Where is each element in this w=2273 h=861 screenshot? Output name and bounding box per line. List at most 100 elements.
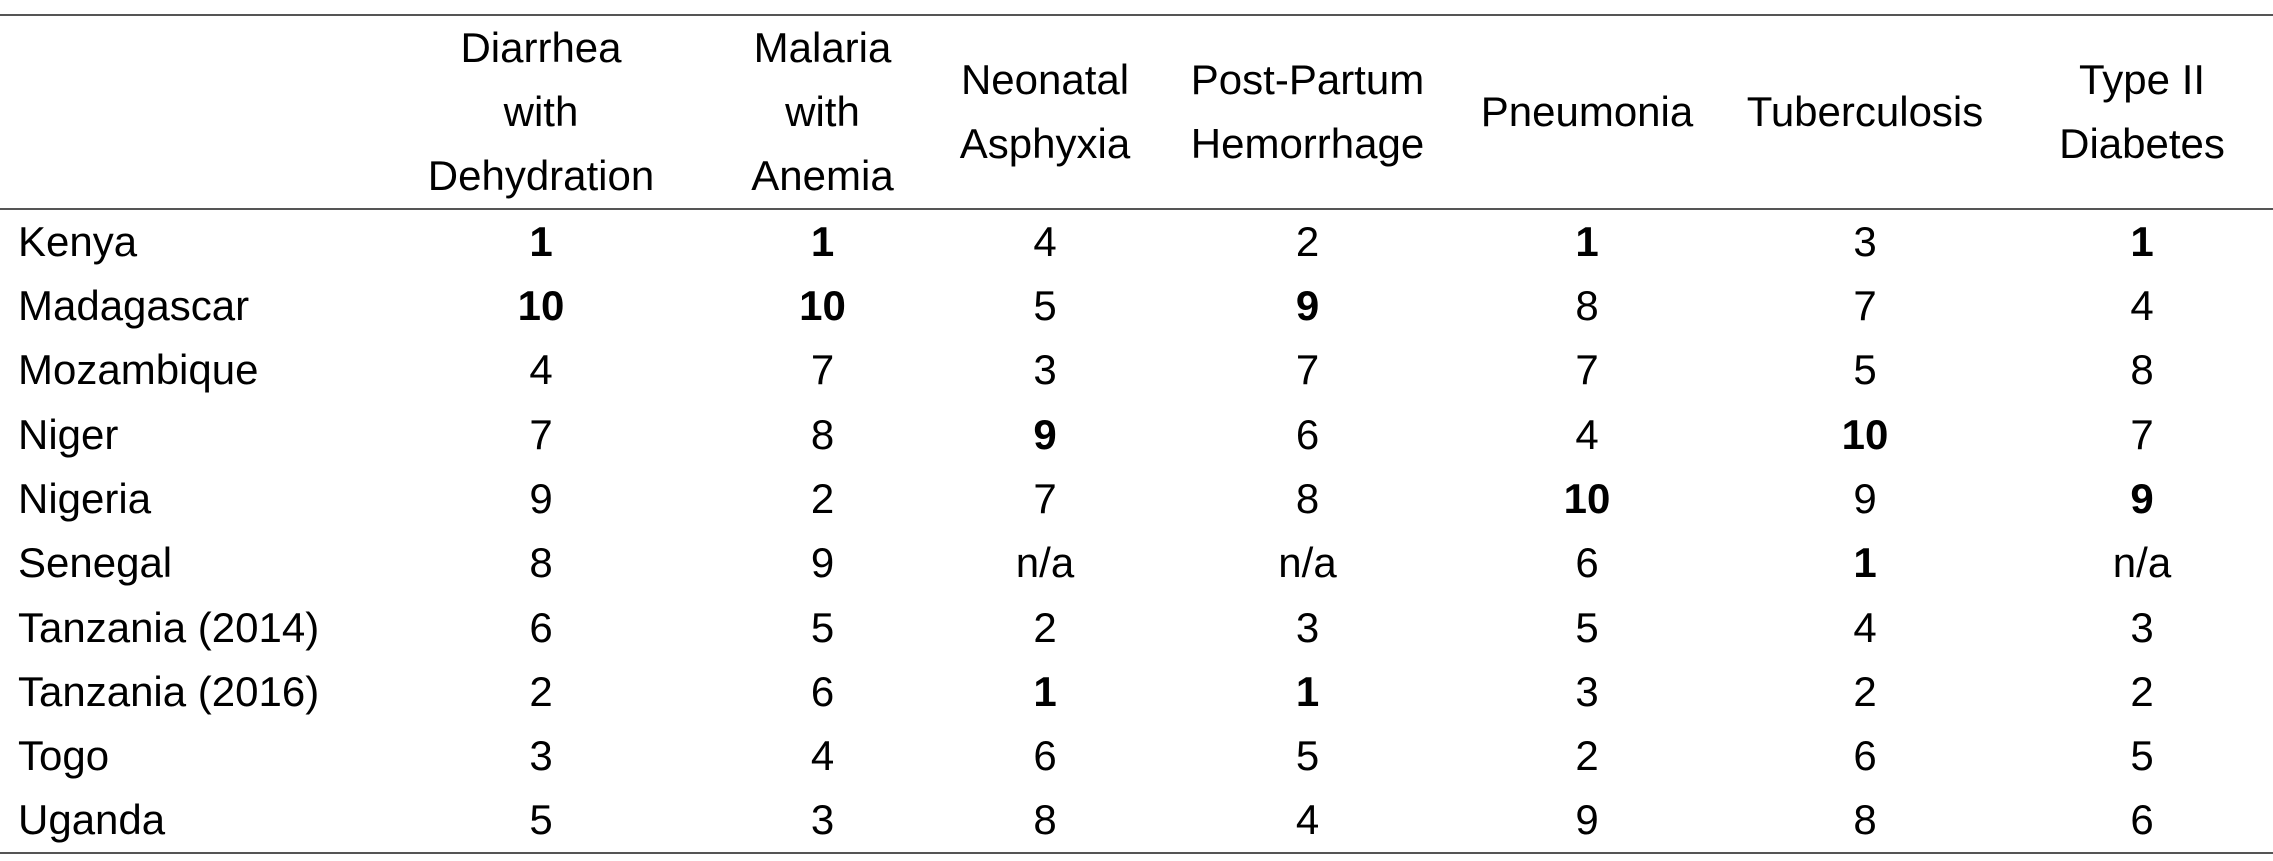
value-cell: 5 [1853, 346, 1877, 394]
value-cell: 4 [1160, 788, 1455, 855]
value-cell: 6 [1295, 410, 1320, 458]
table-row: Kenya 1 1 4 2 1 3 1 [0, 209, 2273, 274]
value-cell: 2 [1853, 667, 1877, 715]
column-header: Malaria with Anemia [715, 14, 930, 210]
column-header-line: Neonatal [960, 56, 1130, 103]
value-cell: 5 [2130, 732, 2154, 780]
value-cell: 4 [1033, 218, 1057, 265]
value-cell: 1 [810, 218, 835, 265]
column-header-line: Hemorrhage [1190, 120, 1425, 167]
value-cell: n/a [1015, 539, 1075, 587]
country-cell: Nigeria [18, 475, 152, 523]
value-cell: 1 [529, 218, 553, 265]
value-cell: 2 [1295, 218, 1320, 265]
column-header-line: Anemia [751, 152, 894, 199]
corner-header-cell [0, 14, 367, 210]
column-header: Diarrhea with Dehydration [367, 14, 715, 210]
value-cell: 6 [1033, 732, 1057, 780]
column-header-line: Dehydration [427, 152, 655, 199]
column-header-line: Type II [2078, 56, 2206, 103]
value-cell: 7 [810, 346, 835, 394]
table-row: Madagascar 10 10 5 9 8 7 4 [0, 274, 2273, 338]
value-cell: 8 [2130, 346, 2154, 394]
value-cell: 2 [1033, 603, 1057, 651]
value-cell: 7 [2130, 410, 2154, 458]
country-cell: Mozambique [18, 346, 259, 394]
value-cell: 8 [1295, 475, 1320, 523]
column-header-line: Post-Partum [1190, 56, 1425, 103]
value-cell: 1 [1295, 667, 1320, 715]
table-row: Tanzania (2014) 6 5 2 3 5 4 3 [0, 595, 2273, 659]
value-cell: 10 [1841, 410, 1889, 458]
value-cell: 8 [810, 410, 835, 458]
header-row: Diarrhea with Dehydration Malaria with Anemia… [0, 14, 2273, 210]
value-cell: 4 [1853, 603, 1877, 651]
value-cell: 6 [2011, 788, 2273, 855]
value-cell: n/a [2112, 539, 2172, 587]
column-header-line: Malaria [753, 24, 892, 71]
column-header-line: Diabetes [2059, 120, 2225, 167]
value-cell: 7 [1853, 282, 1877, 330]
value-cell: 5 [810, 603, 835, 651]
value-cell: 3 [1295, 603, 1320, 651]
value-cell: 9 [810, 539, 835, 587]
table-row: Senegal 8 9 n/a n/a 6 1 n/a [0, 531, 2273, 595]
value-cell: 7 [1575, 346, 1599, 394]
value-cell: 8 [1719, 788, 2011, 855]
value-cell: 5 [1033, 282, 1057, 330]
value-cell: 9 [1295, 282, 1320, 330]
value-cell: 6 [529, 603, 553, 651]
value-cell: 4 [2130, 282, 2154, 330]
column-header-line: Asphyxia [959, 120, 1131, 167]
value-cell: 7 [529, 410, 553, 458]
value-cell: 2 [1575, 732, 1599, 780]
value-cell: 2 [2130, 667, 2154, 715]
value-cell: 4 [1575, 410, 1599, 458]
value-cell: n/a [1278, 539, 1337, 587]
country-cell: Madagascar [18, 282, 250, 330]
value-cell: 8 [930, 788, 1160, 855]
value-cell: 3 [715, 788, 930, 855]
value-cell: 9 [1455, 788, 1719, 855]
table-row: Nigeria 9 2 7 8 10 9 9 [0, 467, 2273, 531]
value-cell: 9 [1853, 475, 1877, 523]
value-cell: 1 [1033, 667, 1057, 715]
table-row: Tanzania (2016) 2 6 1 1 3 2 2 [0, 660, 2273, 724]
country-cell: Uganda [0, 788, 367, 855]
country-cell: Tanzania (2016) [18, 667, 320, 715]
value-cell: 10 [799, 282, 846, 330]
value-cell: 10 [1563, 475, 1611, 523]
table-body: Kenya 1 1 4 2 1 3 1 Madagascar 10 10 5 9 8 7 4 Mozambiqu… [0, 209, 2273, 855]
column-header: Post-Partum Hemorrhage [1160, 14, 1455, 210]
column-header-line: Tuberculosis [1746, 88, 1984, 135]
ranking-table-container: Diarrhea with Dehydration Malaria with Anemia… [0, 14, 2273, 855]
table-row: Uganda 5 3 8 4 9 8 6 [0, 788, 2273, 855]
value-cell: 5 [367, 788, 715, 855]
table-row: Togo 3 4 6 5 2 6 5 [0, 724, 2273, 788]
value-cell: 4 [810, 732, 835, 780]
value-cell: 9 [529, 475, 553, 523]
value-cell: 6 [1853, 732, 1877, 780]
value-cell: 9 [2130, 475, 2154, 523]
country-cell: Tanzania (2014) [18, 603, 320, 651]
table-row: Niger 7 8 9 6 4 10 7 [0, 403, 2273, 467]
column-header: Tuberculosis [1719, 14, 2011, 210]
value-cell: 6 [810, 667, 835, 715]
value-cell: 6 [1575, 539, 1599, 587]
column-header-line: with [503, 88, 579, 135]
column-header: Type II Diabetes [2011, 14, 2273, 210]
ranking-table: Diarrhea with Dehydration Malaria with Anemia… [0, 14, 2273, 855]
value-cell: 8 [1575, 282, 1599, 330]
value-cell: 1 [1575, 218, 1599, 265]
value-cell: 2 [810, 475, 835, 523]
table-row: Mozambique 4 7 3 7 7 5 8 [0, 338, 2273, 402]
value-cell: 3 [2130, 603, 2154, 651]
value-cell: 10 [517, 282, 565, 330]
value-cell: 7 [1033, 475, 1057, 523]
value-cell: 3 [1033, 346, 1057, 394]
value-cell: 9 [1033, 410, 1057, 458]
country-cell: Niger [18, 410, 119, 458]
column-header-line: with [785, 88, 860, 135]
column-header-line: Diarrhea [460, 24, 622, 71]
value-cell: 1 [1853, 539, 1877, 587]
